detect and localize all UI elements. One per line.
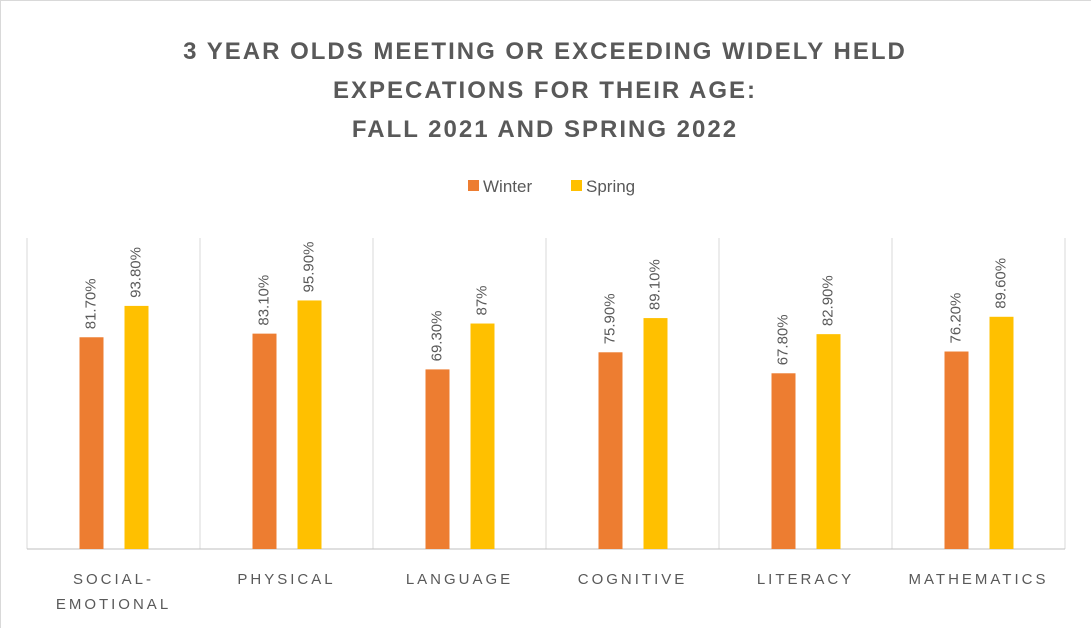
x-tick-label: MATHEMATICS (908, 571, 1049, 588)
value-label: 95.90% (300, 242, 317, 293)
bar (816, 334, 841, 549)
x-tick-label: LITERACY (756, 571, 855, 588)
x-tick-label: LANGUAGE (405, 571, 514, 588)
bar (944, 351, 969, 549)
bar (124, 305, 149, 549)
value-label: 93.80% (127, 247, 144, 298)
bar (297, 300, 322, 549)
value-label: 81.70% (82, 278, 99, 329)
value-label: 89.10% (646, 259, 663, 310)
value-label: 82.90% (819, 275, 836, 326)
chart-title: 3 YEAR OLDS MEETING OR EXCEEDING WIDELY … (183, 38, 907, 65)
value-label: 69.30% (428, 311, 445, 362)
bar (470, 323, 495, 549)
value-label: 89.60% (992, 258, 1009, 309)
bar (643, 318, 668, 549)
value-label: 83.10% (255, 275, 272, 326)
bar (252, 333, 277, 549)
bar (598, 352, 623, 549)
value-label: 75.90% (601, 293, 618, 344)
x-tick-label: SOCIAL-EMOTIONAL (55, 571, 172, 613)
chart-title: FALL 2021 AND SPRING 2022 (352, 116, 738, 143)
bar (989, 316, 1014, 549)
legend-swatch (468, 180, 479, 191)
bar (425, 369, 450, 549)
legend-label: Winter (483, 177, 532, 196)
bar (79, 337, 104, 549)
value-label: 76.20% (947, 293, 964, 344)
x-tick-label: COGNITIVE (577, 571, 688, 588)
bar (771, 373, 796, 549)
value-label: 67.80% (774, 314, 791, 365)
x-tick-label: PHYSICAL (237, 571, 336, 588)
legend-swatch (571, 180, 582, 191)
chart-title: EXPECATIONS FOR THEIR AGE: (333, 77, 757, 104)
value-label: 87% (473, 285, 490, 315)
legend-label: Spring (586, 177, 635, 196)
